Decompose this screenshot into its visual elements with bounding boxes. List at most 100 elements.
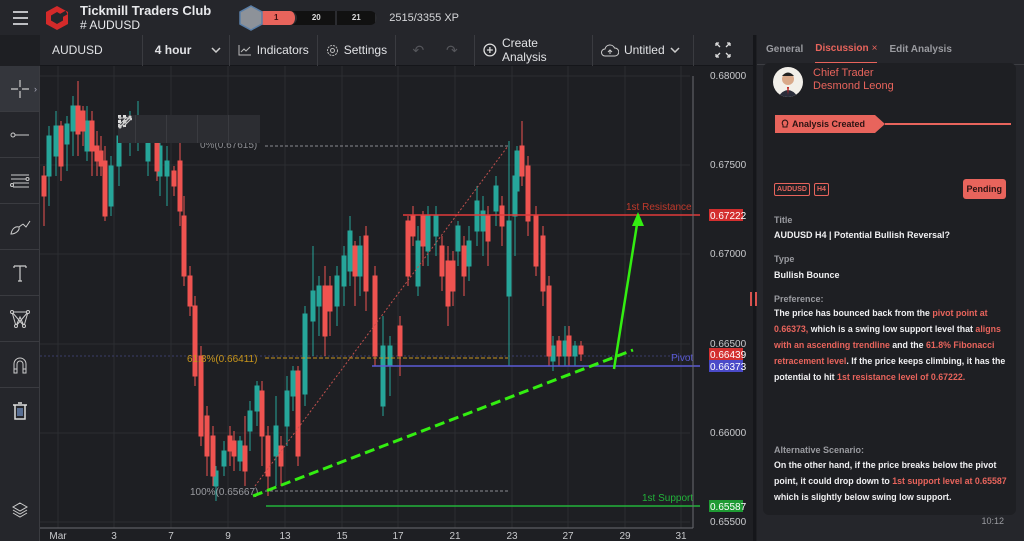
xp-bar: 1 20 21 bbox=[257, 10, 378, 25]
svg-text:15: 15 bbox=[336, 531, 348, 541]
alternative-text: On the other hand, if the price breaks b… bbox=[774, 460, 1007, 502]
plus-circle-icon bbox=[483, 43, 497, 57]
multi-line-tool[interactable] bbox=[0, 158, 39, 204]
text-tool[interactable] bbox=[0, 250, 39, 296]
undo-icon[interactable]: ↶ bbox=[412, 41, 425, 58]
layers-tool[interactable] bbox=[0, 487, 40, 533]
create-analysis-button[interactable]: Create Analysis bbox=[475, 34, 593, 66]
text-icon bbox=[12, 264, 27, 282]
timeframe-value: 4 hour bbox=[154, 43, 192, 57]
panel-splitter[interactable] bbox=[753, 35, 756, 541]
delete-drawings-tool[interactable] bbox=[0, 388, 39, 434]
support-label: 1st Support bbox=[642, 493, 693, 504]
chevron-down-icon bbox=[211, 47, 221, 53]
x-axis: Mar 3 7 9 13 15 17 21 23 27 29 31 bbox=[49, 531, 687, 541]
drawing-float-toolbar bbox=[118, 115, 260, 143]
pattern-icon bbox=[9, 309, 30, 328]
alternative-label: Alternative Scenario: bbox=[774, 445, 865, 455]
svg-text:0.66439: 0.66439 bbox=[710, 350, 747, 361]
fullscreen-icon bbox=[715, 42, 731, 58]
svg-text:0.65587: 0.65587 bbox=[710, 502, 747, 513]
magnet-tool[interactable] bbox=[0, 342, 39, 388]
redo-icon[interactable]: ↷ bbox=[446, 41, 458, 58]
resistance-price-tag bbox=[709, 209, 743, 221]
lightbulb-icon bbox=[781, 119, 789, 128]
multi-line-icon bbox=[9, 174, 29, 187]
trash-icon bbox=[12, 402, 27, 420]
indicators-button[interactable]: Indicators bbox=[230, 34, 318, 66]
ascending-trendline[interactable] bbox=[252, 348, 634, 498]
splitter-handle[interactable] bbox=[750, 292, 757, 306]
crosshair-tool[interactable]: › bbox=[0, 66, 39, 112]
support-price-tag bbox=[709, 500, 743, 512]
svg-text:0.67500: 0.67500 bbox=[710, 160, 747, 171]
fibonacci-retracement[interactable]: 0%(0.67615) 61.8%(0.66411) 100%(0.65667) bbox=[187, 140, 509, 498]
brush-tool[interactable] bbox=[0, 204, 39, 250]
message-time: 10:12 bbox=[981, 516, 1004, 526]
timeframe-dropdown[interactable]: 4 hour bbox=[143, 34, 230, 66]
grid bbox=[40, 66, 690, 528]
svg-text:9: 9 bbox=[225, 531, 231, 541]
top-bar: Tickmill Traders Club # AUDUSD 1 20 21 2… bbox=[0, 0, 1024, 35]
parallel-channel-tool[interactable] bbox=[118, 115, 260, 143]
level-badge-icon bbox=[239, 4, 264, 31]
svg-text:0.66500: 0.66500 bbox=[710, 339, 747, 350]
analysis-panel: General Discussion × Edit Analysis Chief … bbox=[757, 35, 1024, 541]
resistance-label: 1st Resistance bbox=[626, 202, 692, 213]
avatar[interactable] bbox=[773, 67, 803, 97]
tab-edit-analysis[interactable]: Edit Analysis bbox=[889, 44, 952, 55]
status-flag: Analysis Created bbox=[775, 115, 1011, 133]
svg-text:0.67222: 0.67222 bbox=[710, 211, 747, 222]
club-title: Tickmill Traders Club # AUDUSD bbox=[80, 3, 211, 32]
close-tab-icon[interactable]: × bbox=[871, 43, 878, 54]
status-flag-label: Analysis Created bbox=[792, 119, 866, 129]
chart-canvas[interactable]: 0%(0.67615) 61.8%(0.66411) 100%(0.65667)… bbox=[40, 66, 753, 541]
type-label: Type bbox=[774, 254, 795, 264]
fib-0-label: 0%(0.67615) bbox=[200, 140, 257, 151]
drawing-tools-sidebar: › bbox=[0, 66, 40, 541]
status-badge: Pending bbox=[962, 179, 1006, 199]
preference-text: The price has bounced back from the pivo… bbox=[774, 308, 1006, 382]
xp-progress: 1 20 21 2515/3355 XP bbox=[239, 4, 459, 31]
horizontal-line-tool[interactable] bbox=[0, 112, 39, 158]
current-price-tag bbox=[709, 348, 743, 360]
fib-618-label: 61.8%(0.66411) bbox=[187, 354, 257, 365]
fullscreen-button[interactable] bbox=[694, 35, 753, 66]
line-tool[interactable] bbox=[118, 115, 229, 143]
svg-text:17: 17 bbox=[392, 531, 404, 541]
price-chart[interactable]: 0%(0.67615) 61.8%(0.66411) 100%(0.65667)… bbox=[40, 66, 753, 541]
tab-discussion[interactable]: Discussion × bbox=[815, 35, 878, 64]
symbol-selector[interactable]: AUDUSD bbox=[40, 34, 143, 66]
brush-icon bbox=[9, 220, 30, 235]
y-axis: 0.68000 0.67500 0.67000 0.66500 0.66000 … bbox=[710, 71, 747, 528]
settings-button[interactable]: Settings bbox=[318, 34, 397, 66]
channel-name[interactable]: # AUDUSD bbox=[80, 17, 141, 32]
svg-text:Mar: Mar bbox=[49, 531, 67, 541]
projection-arrow[interactable] bbox=[612, 217, 640, 370]
cloud-upload-icon bbox=[600, 43, 619, 56]
undo-redo-group: ↶ ↷ bbox=[396, 34, 476, 66]
xp-level-next: 20 bbox=[297, 10, 338, 25]
svg-text:27: 27 bbox=[562, 531, 574, 541]
analysis-card: Chief Trader Desmond Leong Analysis Crea… bbox=[763, 63, 1016, 526]
pattern-tool[interactable] bbox=[0, 296, 39, 342]
tab-general[interactable]: General bbox=[766, 44, 804, 55]
candlesticks bbox=[41, 81, 584, 501]
segment-tool[interactable] bbox=[118, 115, 198, 143]
svg-text:13: 13 bbox=[279, 531, 291, 541]
menu-icon[interactable] bbox=[0, 0, 40, 35]
svg-text:21: 21 bbox=[449, 531, 461, 541]
ray-tool[interactable] bbox=[118, 115, 167, 143]
layout-name: Untitled bbox=[623, 43, 665, 57]
pivot-price-tag bbox=[709, 360, 743, 372]
author-role: Chief Trader bbox=[813, 67, 874, 79]
tab-discussion-label: Discussion bbox=[815, 43, 869, 54]
save-layout-dropdown[interactable]: Untitled bbox=[593, 34, 694, 66]
author-name[interactable]: Desmond Leong bbox=[813, 80, 894, 92]
crosshair-icon bbox=[10, 79, 29, 98]
author: Chief Trader Desmond Leong bbox=[773, 67, 894, 97]
svg-text:0.68000: 0.68000 bbox=[710, 71, 747, 82]
expand-arrow-icon[interactable]: › bbox=[34, 83, 37, 94]
svg-text:0.67000: 0.67000 bbox=[710, 249, 747, 260]
fib-100-label: 100%(0.65667) bbox=[190, 487, 258, 498]
